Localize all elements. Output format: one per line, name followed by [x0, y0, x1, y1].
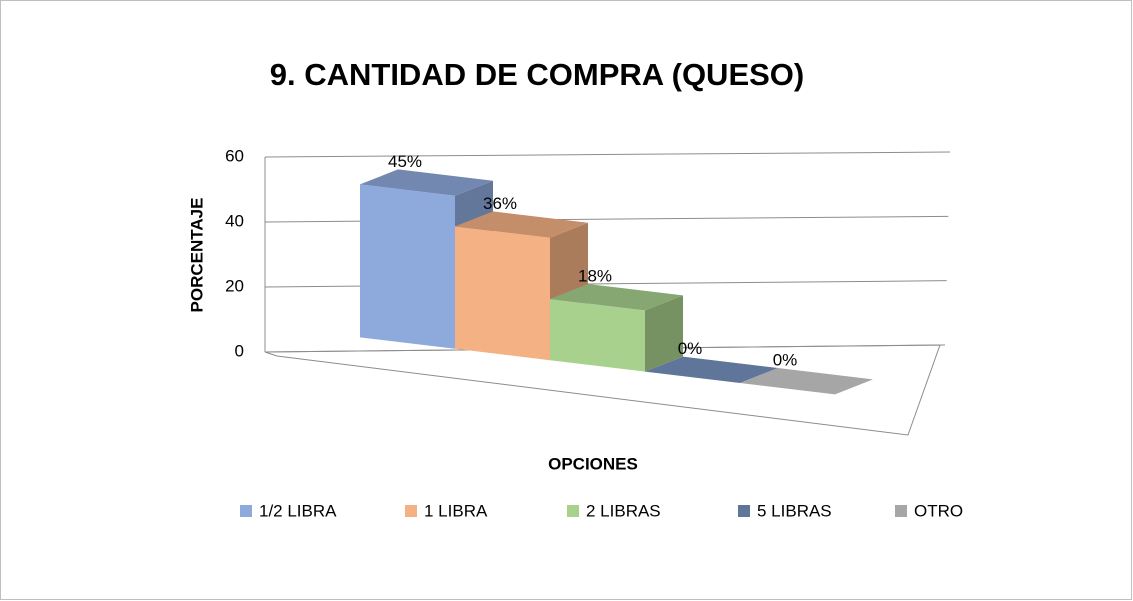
data-label: 18% [578, 266, 612, 285]
legend-swatch [895, 505, 907, 517]
y-tick-label: 20 [225, 276, 244, 295]
data-label: 45% [388, 152, 422, 171]
bar-top [550, 284, 683, 311]
y-axis-label: PORCENTAJE [187, 198, 206, 313]
bar-front [360, 184, 455, 349]
legend-label: 2 LIBRAS [586, 501, 661, 520]
legend-swatch [738, 505, 750, 517]
data-label: 36% [483, 194, 517, 213]
bar-top [645, 356, 778, 383]
data-label: 0% [773, 350, 798, 369]
legend-label: OTRO [914, 501, 963, 520]
legend-swatch [567, 505, 579, 517]
y-tick-label: 0 [235, 341, 244, 360]
legend-label: 1/2 LIBRA [259, 501, 337, 520]
bar-top [455, 211, 588, 238]
bar-front [455, 226, 550, 361]
legend-swatch [405, 505, 417, 517]
bar-front [550, 299, 645, 372]
bar-side [645, 295, 683, 372]
bar-top [740, 368, 873, 395]
bar-top [360, 169, 493, 196]
chart-title: 9. CANTIDAD DE COMPRA (QUESO) [270, 57, 804, 92]
data-label: 0% [678, 339, 703, 358]
y-tick-label: 60 [225, 146, 244, 165]
x-axis-label: OPCIONES [548, 454, 638, 473]
y-tick-label: 40 [225, 211, 244, 230]
legend-swatch [240, 505, 252, 517]
grid-line [264, 151, 951, 158]
legend-label: 5 LIBRAS [757, 501, 832, 520]
legend-label: 1 LIBRA [424, 501, 488, 520]
